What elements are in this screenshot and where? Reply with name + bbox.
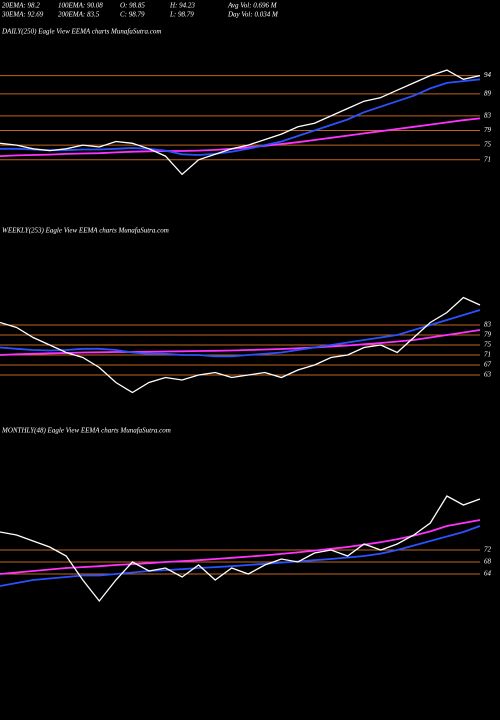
y-tick-label: 72 [484, 546, 492, 554]
y-tick-label: 83 [484, 111, 492, 119]
price-line [0, 296, 481, 394]
y-tick-label: 63 [484, 371, 492, 379]
header-text: Avg Vol: 0.696 M [227, 2, 278, 10]
price-line [0, 519, 481, 575]
panel-title: DAILY(250) Eagle View EEMA charts Munafa… [1, 28, 161, 36]
price-line [0, 329, 481, 356]
price-line [0, 117, 481, 157]
header-text: C: 98.79 [120, 11, 145, 19]
y-tick-label: 79 [484, 126, 492, 134]
price-line [0, 309, 481, 358]
price-line [0, 69, 481, 176]
y-tick-label: 64 [484, 570, 492, 578]
header-text: 30EMA: 92.69 [1, 11, 44, 19]
header-text: 100EMA: 90.08 [58, 2, 103, 10]
y-tick-label: 68 [484, 558, 492, 566]
y-tick-label: 67 [484, 361, 492, 369]
y-tick-label: 71 [484, 155, 491, 163]
header-text: Day Vol: 0.034 M [227, 11, 279, 19]
y-tick-label: 79 [484, 331, 492, 339]
header-text: 20EMA: 98.2 [2, 2, 40, 10]
y-tick-label: 75 [484, 341, 492, 349]
panel-title: WEEKLY(253) Eagle View EEMA charts Munaf… [2, 227, 169, 235]
header-text: 200EMA: 83.5 [58, 11, 100, 19]
price-line [0, 78, 481, 156]
price-line [0, 495, 481, 603]
header-text: H: 94.23 [169, 2, 195, 10]
y-tick-label: 71 [484, 351, 491, 359]
header-text: O: 98.85 [120, 2, 145, 10]
y-tick-label: 94 [484, 71, 492, 79]
y-tick-label: 89 [484, 90, 492, 98]
panel-title: MONTHLY(48) Eagle View EEMA charts Munaf… [1, 427, 171, 435]
y-tick-label: 75 [484, 141, 492, 149]
header-text: L: 98.79 [169, 11, 194, 19]
y-tick-label: 83 [484, 321, 492, 329]
